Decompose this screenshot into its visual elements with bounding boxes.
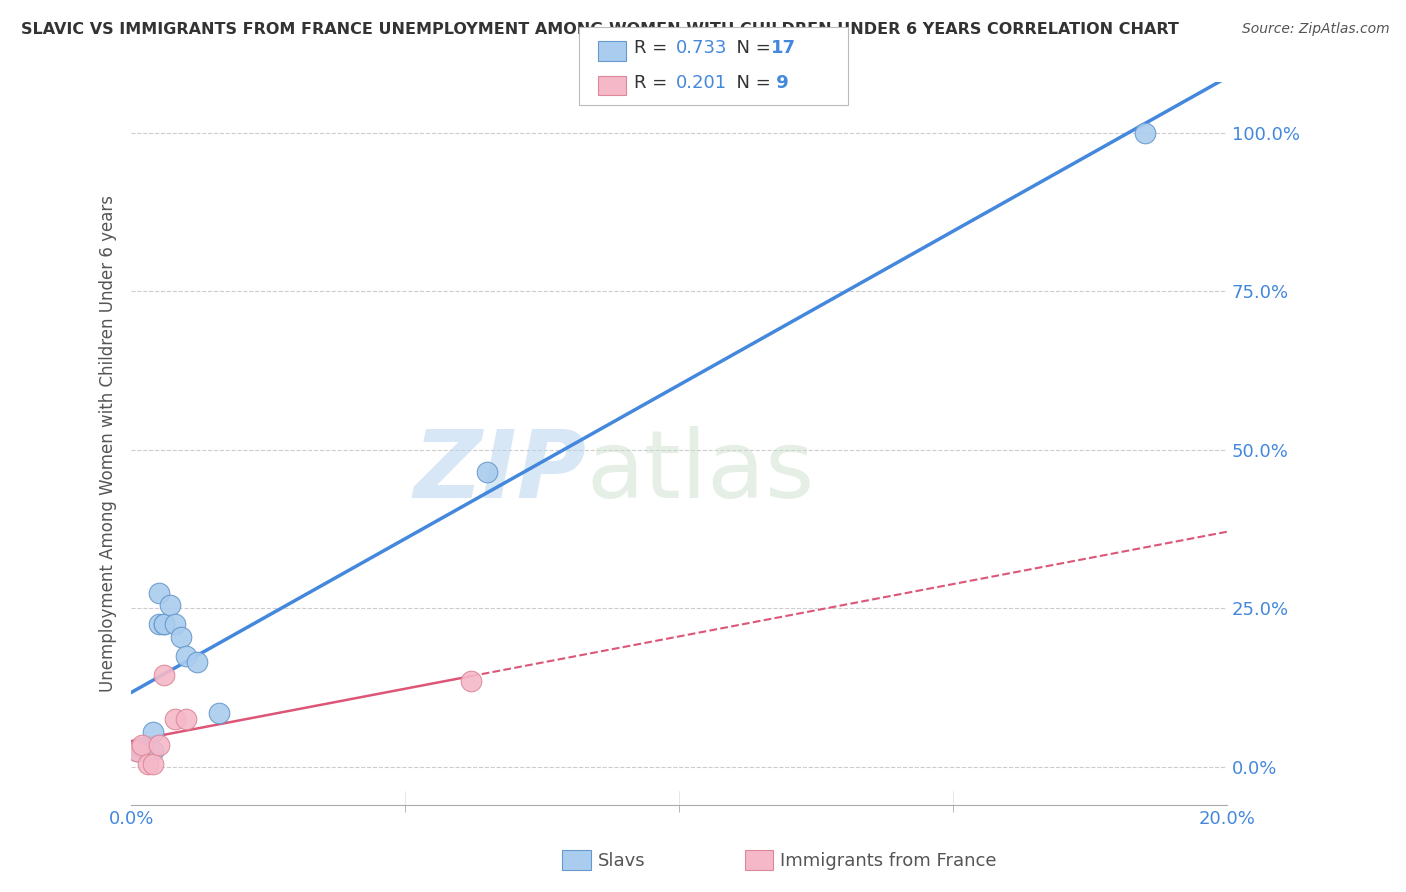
Point	[153, 617, 176, 632]
Point	[142, 744, 165, 758]
Point	[125, 744, 148, 758]
Point	[153, 668, 176, 682]
Text: SLAVIC VS IMMIGRANTS FROM FRANCE UNEMPLOYMENT AMONG WOMEN WITH CHILDREN UNDER 6 : SLAVIC VS IMMIGRANTS FROM FRANCE UNEMPLO…	[21, 22, 1180, 37]
Point	[477, 465, 499, 479]
Point	[148, 585, 170, 599]
Point	[208, 706, 231, 720]
Point	[174, 713, 197, 727]
Point	[159, 599, 181, 613]
Text: 0.201: 0.201	[676, 74, 727, 93]
Point	[165, 713, 187, 727]
Text: R =: R =	[634, 74, 673, 93]
Text: 0.733: 0.733	[676, 39, 728, 57]
Point	[136, 744, 159, 758]
Point	[1133, 126, 1156, 140]
Point	[148, 738, 170, 752]
Text: Source: ZipAtlas.com: Source: ZipAtlas.com	[1241, 22, 1389, 37]
Y-axis label: Unemployment Among Women with Children Under 6 years: Unemployment Among Women with Children U…	[100, 195, 117, 692]
Text: ZIP: ZIP	[413, 426, 586, 518]
Point	[460, 674, 482, 689]
Text: Immigrants from France: Immigrants from France	[780, 852, 997, 870]
Text: R =: R =	[634, 39, 673, 57]
Point	[148, 617, 170, 632]
Text: N =: N =	[725, 39, 778, 57]
Point	[142, 756, 165, 771]
Text: 17: 17	[770, 39, 796, 57]
Point	[169, 630, 191, 644]
Point	[131, 738, 153, 752]
Point	[186, 656, 208, 670]
Point	[174, 648, 197, 663]
Text: Slavs: Slavs	[598, 852, 645, 870]
Point	[131, 741, 153, 756]
Point	[165, 617, 187, 632]
Point	[136, 756, 159, 771]
Point	[125, 744, 148, 758]
Point	[142, 725, 165, 739]
Point	[153, 617, 176, 632]
Text: atlas: atlas	[586, 426, 814, 518]
Text: N =: N =	[725, 74, 778, 93]
Text: 9: 9	[770, 74, 789, 93]
